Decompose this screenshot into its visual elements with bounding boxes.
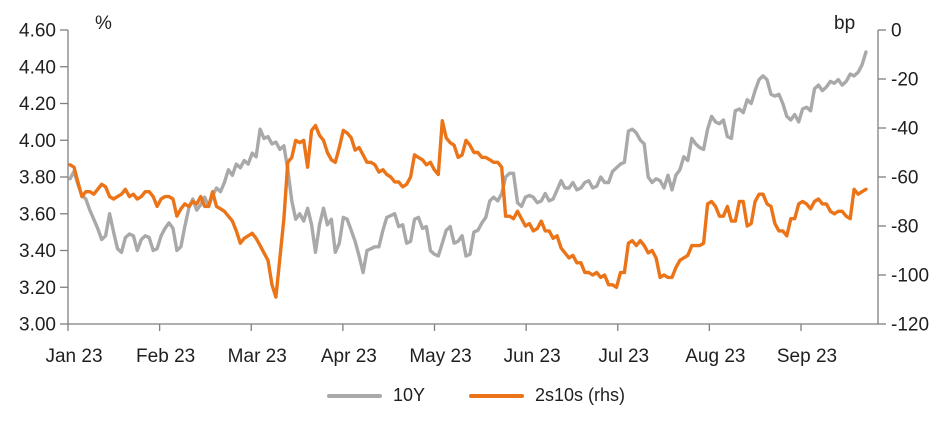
chart-legend: 10Y 2s10s (rhs): [0, 385, 952, 406]
legend-swatch-10y: [326, 393, 382, 398]
left-axis-tick-label: 3.20: [19, 278, 56, 299]
right-axis-tick-label: -60: [891, 168, 918, 189]
series-line-2s10s-rhs: [68, 118, 868, 299]
x-axis-tick-label: Mar 23: [228, 346, 287, 367]
series-line-10y: [68, 50, 868, 275]
x-axis-tick-label: Sep 23: [777, 346, 837, 367]
x-axis-tick-label: Jan 23: [45, 346, 102, 367]
left-axis-tick-label: 4.00: [19, 131, 56, 152]
left-axis-tick-label: 4.20: [19, 94, 56, 115]
right-axis-tick-label: 0: [891, 21, 902, 42]
x-axis-tick-label: Feb 23: [136, 346, 195, 367]
right-axis-tick-label: -40: [891, 119, 918, 140]
x-axis-tick-label: Jul 23: [598, 346, 649, 367]
right-axis-tick-label: -120: [891, 315, 929, 336]
right-axis-unit-label: bp: [834, 13, 856, 34]
x-axis-tick-label: Aug 23: [685, 346, 745, 367]
right-axis-tick-label: -80: [891, 217, 918, 238]
x-axis-tick-label: May 23: [409, 346, 471, 367]
x-axis-tick-label: Jun 23: [504, 346, 561, 367]
left-axis-unit-label: %: [95, 13, 112, 34]
left-axis-tick-label: 3.80: [19, 168, 56, 189]
left-axis-tick-label: 3.60: [19, 204, 56, 225]
legend-swatch-2s10s: [469, 393, 524, 398]
legend-label-10y: 10Y: [392, 385, 425, 405]
legend-item-10y: 10Y: [326, 385, 425, 406]
left-axis-tick-label: 3.40: [19, 241, 56, 262]
right-axis-tick-label: -20: [891, 70, 918, 91]
right-axis-tick-label: -100: [891, 266, 929, 287]
x-axis-tick-label: Apr 23: [321, 346, 377, 367]
legend-label-2s10s: 2s10s (rhs): [535, 385, 626, 405]
left-axis-tick-label: 4.40: [19, 57, 56, 78]
legend-item-2s10s: 2s10s (rhs): [469, 385, 625, 406]
left-axis-tick-label: 4.60: [19, 21, 56, 42]
left-axis-tick-label: 3.00: [19, 315, 56, 336]
